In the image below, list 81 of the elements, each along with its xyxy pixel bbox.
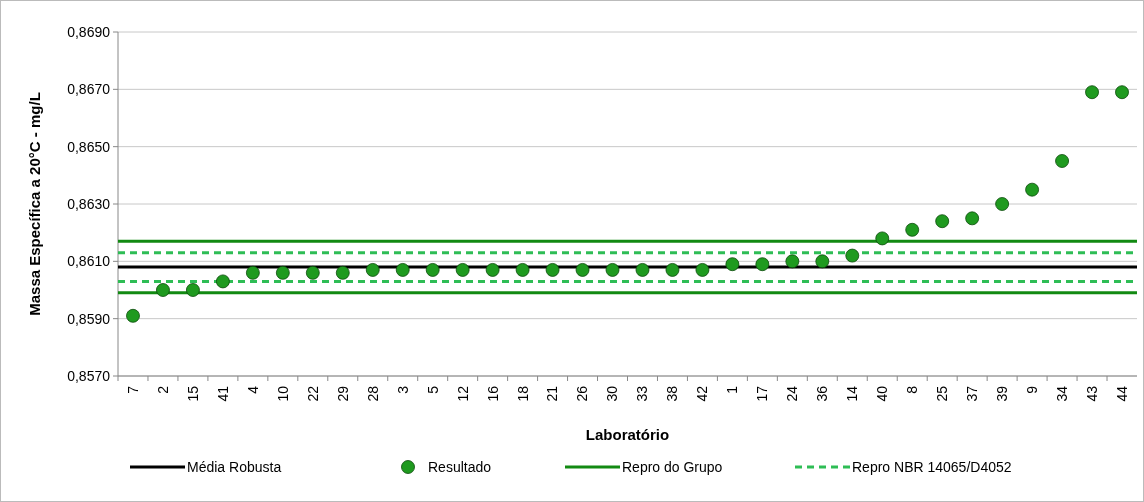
x-tick-label: 25 <box>934 385 951 402</box>
x-tick-label: 8 <box>904 385 921 394</box>
point <box>305 265 320 280</box>
x-tick-label: 18 <box>514 385 531 402</box>
y-axis-title: Massa Específica a 20°C - mg/L <box>26 92 43 316</box>
point <box>1055 154 1069 168</box>
point <box>965 211 980 226</box>
point <box>575 263 590 277</box>
x-tick-label: 2 <box>154 385 171 394</box>
point <box>245 265 260 280</box>
point <box>455 263 470 277</box>
x-tick-label: 15 <box>184 385 201 402</box>
legend-label: Repro do Grupo <box>622 458 723 475</box>
y-tick-label: 0,8650 <box>67 138 111 155</box>
point <box>545 263 560 277</box>
y-tick-label: 0,8590 <box>67 310 111 327</box>
point <box>425 263 440 277</box>
x-tick-label: 17 <box>754 385 771 402</box>
point <box>395 263 410 277</box>
legend-label: Resultado <box>428 458 492 475</box>
x-tick-label: 38 <box>664 385 681 402</box>
x-tick-label: 14 <box>844 385 861 402</box>
point <box>1115 85 1129 100</box>
point <box>845 248 860 263</box>
x-tick-label: 39 <box>994 385 1011 402</box>
point <box>1085 85 1099 100</box>
point <box>725 257 740 272</box>
x-tick-label: 40 <box>874 385 891 402</box>
point <box>635 263 650 277</box>
x-tick-label: 5 <box>424 385 441 394</box>
point <box>216 274 230 289</box>
x-tick-label: 1 <box>724 385 741 394</box>
point <box>785 254 800 269</box>
point <box>755 257 770 272</box>
x-tick-label: 9 <box>1024 385 1040 394</box>
x-tick-label: 12 <box>454 385 471 402</box>
point <box>485 263 500 277</box>
point <box>695 263 710 277</box>
x-tick-label: 16 <box>484 385 501 402</box>
x-axis-title: Laboratório <box>585 426 670 443</box>
point <box>995 197 1010 211</box>
y-tick-label: 0,8570 <box>67 367 111 384</box>
x-tick-label: 26 <box>574 385 591 402</box>
point <box>335 265 350 280</box>
y-tick-label: 0,8690 <box>67 23 111 40</box>
x-tick-label: 33 <box>634 385 651 402</box>
x-tick-label: 42 <box>694 385 711 402</box>
y-tick-label: 0,8610 <box>67 253 111 270</box>
x-tick-label: 36 <box>814 385 831 402</box>
point <box>186 283 200 297</box>
point <box>365 263 380 277</box>
x-tick-label: 29 <box>334 385 351 402</box>
point <box>605 263 620 277</box>
y-tick-label: 0,8670 <box>67 81 111 98</box>
x-tick-label: 21 <box>544 385 561 402</box>
point <box>905 222 920 237</box>
x-tick-label: 4 <box>244 385 261 394</box>
point <box>665 263 680 277</box>
x-tick-label: 34 <box>1053 385 1070 402</box>
x-tick-label: 43 <box>1083 385 1100 402</box>
x-tick-label: 30 <box>604 385 621 402</box>
point <box>126 308 140 323</box>
x-tick-label: 41 <box>214 385 231 402</box>
point <box>875 231 890 246</box>
legend-label: Repro NBR 14065/D4052 <box>852 458 1012 475</box>
x-tick-label: 10 <box>274 385 291 402</box>
x-tick-label: 37 <box>964 385 981 402</box>
x-tick-label: 22 <box>304 385 321 402</box>
point <box>275 265 290 280</box>
x-tick-label: 44 <box>1113 385 1130 402</box>
point <box>1025 182 1039 197</box>
point <box>935 214 950 229</box>
x-tick-label: 28 <box>364 385 381 402</box>
point <box>156 283 170 297</box>
legend-label: Média Robusta <box>187 458 282 475</box>
x-tick-label: 24 <box>784 385 801 402</box>
point <box>815 254 830 269</box>
x-tick-label: 7 <box>124 385 141 394</box>
y-tick-label: 0,8630 <box>67 195 111 212</box>
point <box>515 263 530 277</box>
x-tick-label: 3 <box>394 385 411 394</box>
